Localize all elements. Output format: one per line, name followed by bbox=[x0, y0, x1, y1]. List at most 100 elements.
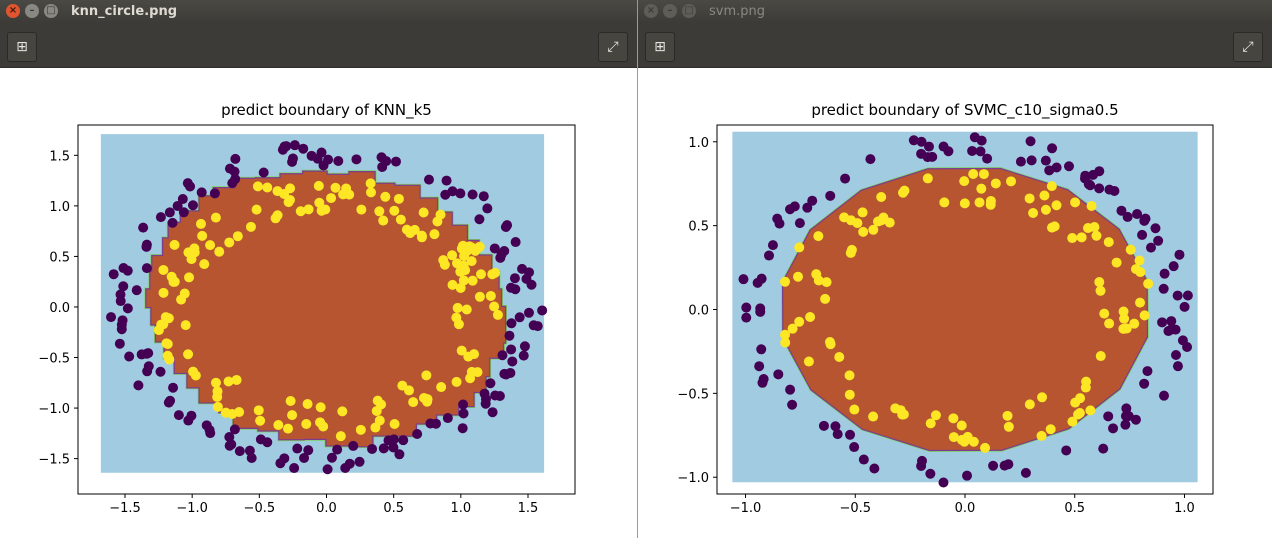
x-tick-label: −1.0 bbox=[176, 501, 208, 516]
scatter-point-inner bbox=[948, 413, 959, 424]
y-tick-label: −1.0 bbox=[677, 471, 709, 486]
scatter-point-inner bbox=[794, 316, 805, 327]
scatter-point-inner bbox=[374, 206, 385, 217]
add-icon-button[interactable]: ⊞ bbox=[645, 32, 675, 62]
scatter-point-inner bbox=[421, 370, 432, 381]
scatter-point-outer bbox=[869, 463, 880, 474]
y-tick-label: 1.0 bbox=[49, 200, 70, 215]
window-title: knn_circle.png bbox=[71, 4, 178, 19]
scatter-point-inner bbox=[1006, 176, 1017, 187]
scatter-point-outer bbox=[1063, 161, 1074, 172]
scatter-point-inner bbox=[270, 213, 281, 224]
scatter-point-inner bbox=[1118, 306, 1129, 317]
scatter-point-outer bbox=[116, 324, 127, 335]
scatter-point-outer bbox=[141, 239, 152, 250]
scatter-point-inner bbox=[162, 338, 173, 349]
window-title: svm.png bbox=[709, 4, 766, 19]
x-tick-label: 1.0 bbox=[1174, 501, 1195, 516]
scatter-point-outer bbox=[117, 315, 128, 326]
scatter-point-inner bbox=[884, 217, 895, 228]
scatter-point-outer bbox=[1103, 411, 1114, 422]
window-titlebar[interactable]: × – □ svm.png bbox=[638, 0, 1272, 25]
scatter-point-outer bbox=[832, 429, 843, 440]
window-titlebar[interactable]: × – □ knn_circle.png bbox=[0, 0, 637, 25]
scatter-point-inner bbox=[1024, 193, 1035, 204]
minimize-window-button[interactable]: – bbox=[663, 4, 677, 18]
scatter-point-inner bbox=[1067, 416, 1078, 427]
scatter-point-inner bbox=[374, 415, 385, 426]
x-tick-label: 1.5 bbox=[518, 501, 539, 516]
y-tick-label: 0.5 bbox=[49, 250, 70, 265]
scatter-point-inner bbox=[844, 370, 855, 381]
scatter-point-outer bbox=[1179, 301, 1190, 312]
minimize-window-button[interactable]: – bbox=[25, 4, 39, 18]
scatter-point-outer bbox=[340, 462, 351, 473]
scatter-point-outer bbox=[504, 330, 515, 341]
scatter-point-inner bbox=[318, 421, 329, 432]
scatter-point-inner bbox=[956, 420, 967, 431]
scatter-point-inner bbox=[344, 189, 355, 200]
scatter-point-outer bbox=[185, 181, 196, 192]
scatter-point-inner bbox=[1046, 181, 1057, 192]
x-tick-label: −1.5 bbox=[109, 501, 141, 516]
scatter-point-outer bbox=[499, 246, 510, 257]
scatter-point-outer bbox=[1108, 423, 1119, 434]
scatter-point-outer bbox=[1020, 467, 1031, 478]
scatter-point-inner bbox=[948, 432, 959, 443]
scatter-point-inner bbox=[466, 242, 477, 253]
scatter-point-inner bbox=[295, 206, 306, 217]
scatter-point-inner bbox=[436, 382, 447, 393]
maximize-window-button[interactable]: □ bbox=[44, 4, 58, 18]
scatter-point-outer bbox=[818, 420, 829, 431]
scatter-point-outer bbox=[376, 152, 387, 163]
scatter-point-outer bbox=[1182, 342, 1193, 353]
scatter-point-outer bbox=[917, 455, 928, 466]
scatter-point-outer bbox=[738, 274, 749, 285]
scatter-point-outer bbox=[430, 418, 441, 429]
scatter-point-outer bbox=[287, 153, 298, 164]
scatter-point-outer bbox=[306, 150, 317, 161]
scatter-point-outer bbox=[1166, 323, 1177, 334]
scatter-point-outer bbox=[756, 273, 767, 284]
scatter-point-outer bbox=[177, 194, 188, 205]
maximize-window-button[interactable]: □ bbox=[682, 4, 696, 18]
scatter-point-outer bbox=[143, 361, 154, 372]
close-window-button[interactable]: × bbox=[644, 4, 658, 18]
scatter-point-outer bbox=[1172, 361, 1183, 372]
scatter-point-inner bbox=[429, 229, 440, 240]
scatter-point-outer bbox=[333, 156, 344, 167]
scatter-point-inner bbox=[160, 312, 171, 323]
scatter-point-outer bbox=[323, 154, 334, 165]
scatter-point-inner bbox=[232, 231, 243, 242]
scatter-point-outer bbox=[982, 153, 993, 164]
chart-title: predict boundary of SVMC_c10_sigma0.5 bbox=[811, 101, 1118, 120]
scatter-point-inner bbox=[447, 279, 458, 290]
scatter-point-outer bbox=[825, 190, 836, 201]
window-knn-circle: × – □ knn_circle.png ⊞ ⤢ −1.5 −1.0 −0.5 0.0… bbox=[0, 0, 637, 538]
scatter-point-outer bbox=[1047, 143, 1058, 154]
fullscreen-icon-button[interactable]: ⤢ bbox=[1233, 32, 1263, 62]
scatter-point-outer bbox=[1182, 290, 1193, 301]
scatter-point-inner bbox=[408, 397, 419, 408]
scatter-point-inner bbox=[898, 409, 909, 420]
scatter-point-outer bbox=[925, 468, 936, 479]
scatter-point-outer bbox=[354, 456, 365, 467]
scatter-point-inner bbox=[465, 373, 476, 384]
scatter-point-outer bbox=[502, 220, 513, 231]
scatter-point-outer bbox=[118, 263, 129, 274]
scatter-point-outer bbox=[230, 153, 241, 164]
scatter-point-outer bbox=[1088, 169, 1099, 180]
y-tick-label: −0.5 bbox=[38, 352, 70, 367]
scatter-point-inner bbox=[432, 216, 443, 227]
fullscreen-icon-button[interactable]: ⤢ bbox=[598, 32, 628, 62]
scatter-point-inner bbox=[284, 194, 295, 205]
scatter-point-outer bbox=[279, 141, 290, 152]
add-icon-button[interactable]: ⊞ bbox=[7, 32, 37, 62]
knn-boundary-plot: −1.5 −1.0 −0.5 0.0 0.5 1.0 1.5 −1.5 −1.0 −0.5 0.0 0… bbox=[38, 101, 576, 516]
close-window-button[interactable]: × bbox=[6, 4, 20, 18]
scatter-point-outer bbox=[122, 303, 133, 314]
scatter-point-outer bbox=[1121, 403, 1132, 414]
scatter-point-inner bbox=[1099, 308, 1110, 319]
scatter-point-inner bbox=[1003, 421, 1014, 432]
scatter-point-inner bbox=[253, 405, 264, 416]
